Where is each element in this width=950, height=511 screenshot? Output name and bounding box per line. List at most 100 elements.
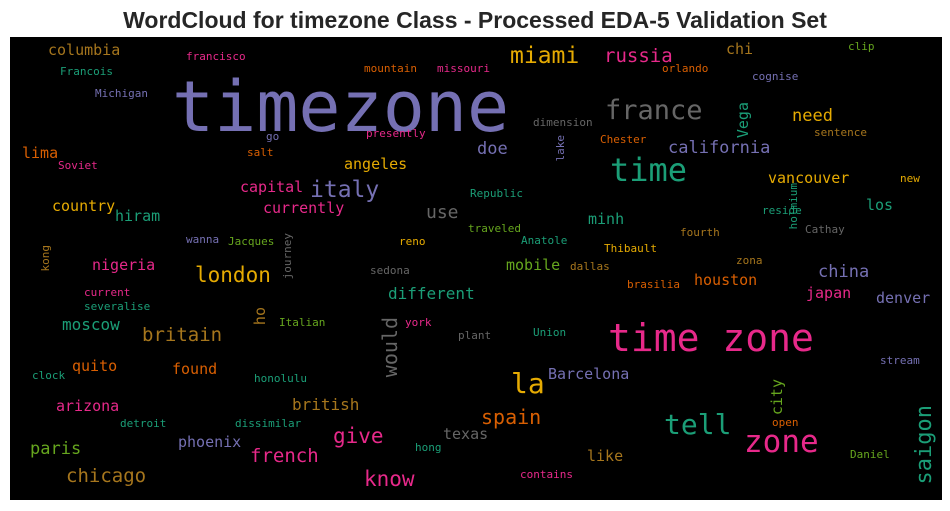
word-anatole: Anatole bbox=[521, 234, 568, 247]
word-open: open bbox=[772, 416, 799, 429]
word-wanna: wanna bbox=[186, 233, 220, 246]
word-denver: denver bbox=[876, 289, 931, 307]
word-give: give bbox=[333, 424, 384, 448]
word-dissimilar: dissimilar bbox=[235, 417, 302, 430]
word-francois: Francois bbox=[60, 65, 113, 78]
word-houston: houston bbox=[694, 271, 758, 289]
word-time: time bbox=[610, 151, 688, 189]
word-brasilia: brasilia bbox=[627, 278, 680, 291]
word-timezone: timezone bbox=[172, 66, 510, 148]
word-reno: reno bbox=[399, 235, 426, 248]
word-kong: kong bbox=[39, 245, 52, 272]
word-london: london bbox=[195, 263, 271, 287]
word-lima: lima bbox=[22, 144, 59, 162]
word-would: would bbox=[378, 317, 402, 378]
word-britain: britain bbox=[142, 324, 223, 346]
word-mobile: mobile bbox=[506, 256, 561, 274]
word-california: california bbox=[668, 138, 771, 158]
word-quito: quito bbox=[72, 357, 118, 375]
word-ho: ho bbox=[251, 307, 269, 326]
word-time-zone: time zone bbox=[608, 316, 814, 360]
word-lake: lake bbox=[554, 135, 567, 162]
word-different: different bbox=[388, 284, 475, 303]
word-soviet: Soviet bbox=[58, 159, 98, 172]
word-current: current bbox=[84, 286, 131, 299]
word-china: china bbox=[818, 262, 870, 282]
word-new: new bbox=[900, 172, 920, 185]
word-jacques: Jacques bbox=[228, 235, 275, 248]
word-cognise: cognise bbox=[752, 70, 799, 83]
word-currently: currently bbox=[263, 199, 345, 217]
word-missouri: missouri bbox=[437, 62, 490, 75]
word-detroit: detroit bbox=[120, 417, 167, 430]
word-city: city bbox=[768, 379, 786, 416]
word-french: french bbox=[250, 445, 319, 467]
word-sentence: sentence bbox=[814, 126, 867, 139]
word-japan: japan bbox=[806, 284, 852, 302]
word-salt: salt bbox=[247, 146, 274, 159]
word-paris: paris bbox=[30, 439, 82, 459]
word-columbia: columbia bbox=[48, 41, 121, 59]
word-cathay: Cathay bbox=[805, 223, 845, 236]
word-need: need bbox=[792, 106, 833, 126]
word-france: france bbox=[605, 95, 703, 126]
word-sedona: sedona bbox=[370, 264, 410, 277]
word-republic: Republic bbox=[470, 187, 523, 200]
word-journey: journey bbox=[281, 233, 294, 280]
word-phoenix: phoenix bbox=[178, 433, 242, 451]
word-presently: presently bbox=[366, 127, 426, 140]
word-tell: tell bbox=[664, 408, 732, 441]
word-la: la bbox=[511, 367, 545, 400]
word-francisco: francisco bbox=[186, 50, 246, 63]
word-union: Union bbox=[533, 326, 567, 339]
word-moscow: moscow bbox=[62, 315, 120, 334]
word-know: know bbox=[364, 467, 415, 491]
word-country: country bbox=[52, 197, 116, 215]
word-fourth: fourth bbox=[680, 226, 720, 239]
word-use: use bbox=[426, 202, 459, 223]
word-capital: capital bbox=[240, 178, 304, 196]
word-stream: stream bbox=[880, 354, 920, 367]
word-nigeria: nigeria bbox=[92, 256, 156, 274]
word-chester: Chester bbox=[600, 133, 647, 146]
word-michigan: Michigan bbox=[95, 87, 148, 100]
word-clock: clock bbox=[32, 369, 66, 382]
word-doe: doe bbox=[477, 139, 508, 159]
word-like: like bbox=[587, 447, 624, 465]
word-angeles: angeles bbox=[344, 155, 408, 173]
word-thibault: Thibault bbox=[604, 242, 657, 255]
word-zone: zone bbox=[744, 424, 819, 460]
word-los: los bbox=[866, 196, 894, 214]
word-dimension: dimension bbox=[533, 116, 593, 129]
word-daniel: Daniel bbox=[850, 448, 890, 461]
word-plant: plant bbox=[458, 329, 492, 342]
word-miami: miami bbox=[510, 43, 580, 69]
word-found: found bbox=[172, 360, 218, 378]
word-york: york bbox=[405, 316, 432, 329]
word-contains: contains bbox=[520, 468, 573, 481]
word-chi: chi bbox=[726, 40, 754, 58]
word-reside: reside bbox=[762, 204, 802, 217]
word-russia: russia bbox=[604, 45, 673, 67]
word-clip: clip bbox=[848, 40, 875, 53]
word-barcelona: Barcelona bbox=[548, 365, 630, 383]
word-severalise: severalise bbox=[84, 300, 151, 313]
word-minh: minh bbox=[588, 210, 625, 228]
word-italy: italy bbox=[310, 177, 380, 203]
word-zona: zona bbox=[736, 254, 763, 267]
word-cloud-canvas: timezone time zone time zone tell france la mia… bbox=[10, 37, 942, 500]
word-vega: Vega bbox=[734, 102, 752, 139]
word-italian: Italian bbox=[279, 316, 326, 329]
word-honolulu: honolulu bbox=[254, 372, 307, 385]
word-hong: hong bbox=[415, 441, 442, 454]
word-chicago: chicago bbox=[66, 465, 147, 487]
word-saigon: saigon bbox=[912, 405, 937, 485]
word-go: go bbox=[266, 130, 280, 143]
word-orlando: orlando bbox=[662, 62, 709, 75]
word-texas: texas bbox=[443, 425, 489, 443]
word-spain: spain bbox=[481, 405, 542, 429]
word-traveled: traveled bbox=[468, 222, 521, 235]
word-dallas: dallas bbox=[570, 260, 610, 273]
word-vancouver: vancouver bbox=[768, 169, 850, 187]
word-arizona: arizona bbox=[56, 397, 120, 415]
